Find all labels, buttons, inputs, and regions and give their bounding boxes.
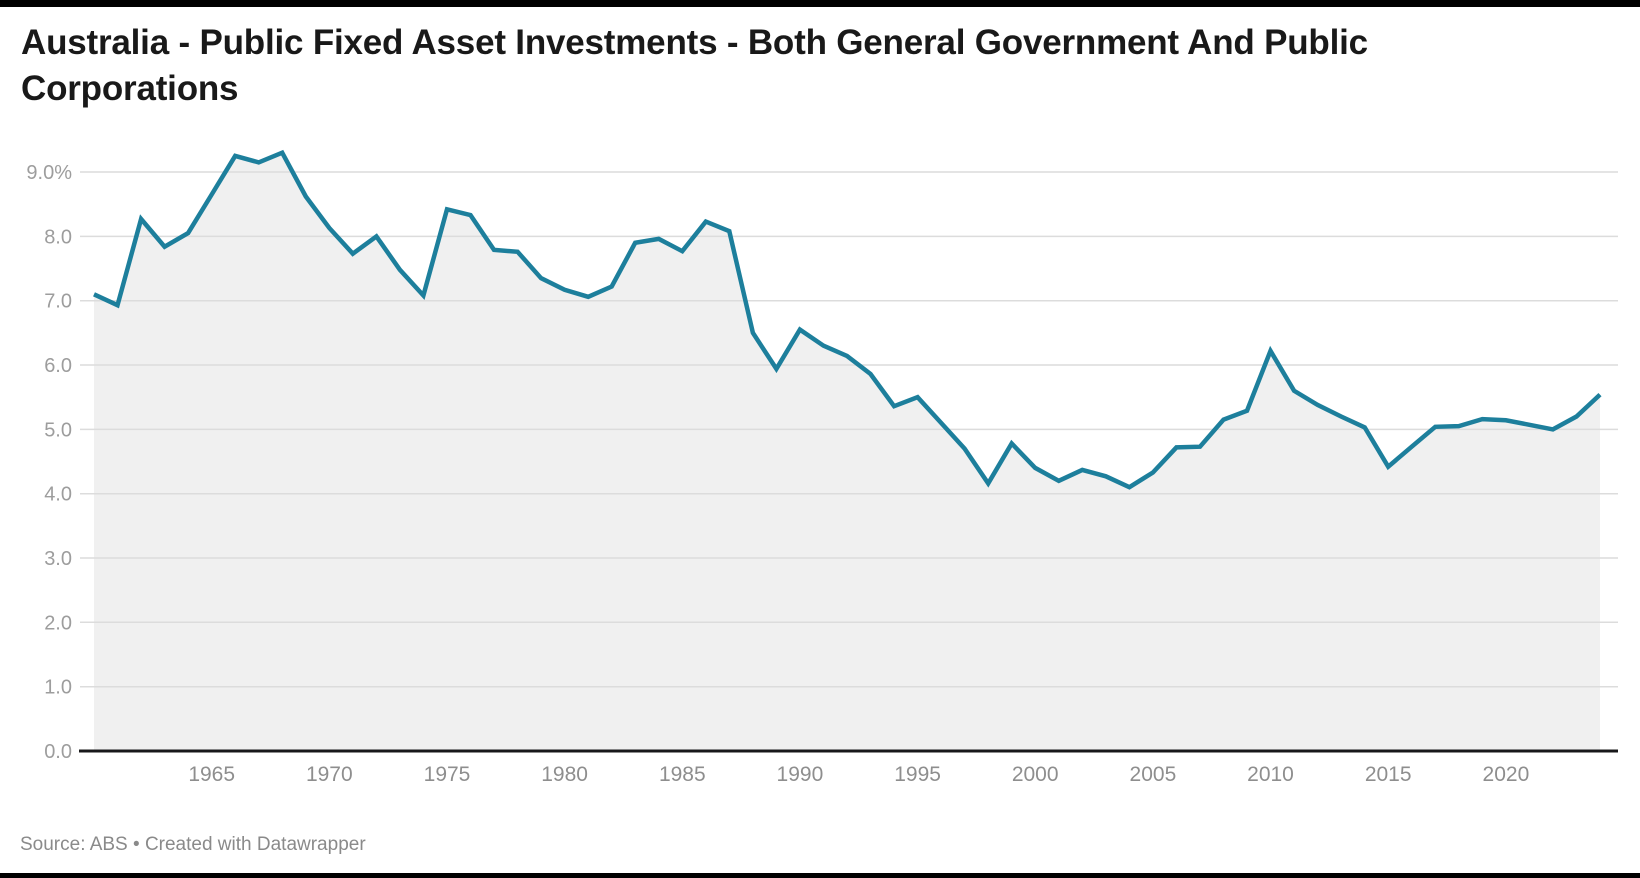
x-tick-label: 2020 [1483,763,1530,786]
x-tick-label: 2015 [1365,763,1412,786]
top-edge-bar [0,0,1640,7]
y-tick-label: 0.0 [44,741,72,763]
x-tick-label: 1985 [659,763,706,786]
area-fill [94,152,1600,751]
y-tick-label: 2.0 [44,612,72,634]
y-tick-label: 9.0% [26,162,72,184]
y-tick-label: 3.0 [44,548,72,570]
data-line [93,149,1602,490]
x-tick-label: 1980 [541,763,588,786]
x-tick-label: 2010 [1247,763,1294,786]
y-tick-label: 1.0 [44,677,72,699]
x-tick-label: 2005 [1130,763,1177,786]
y-tick-label: 8.0 [44,226,72,248]
x-tick-label: 1990 [777,763,824,786]
x-tick-label: 1975 [424,763,471,786]
y-tick-label: 7.0 [44,291,72,313]
x-tick-label: 2000 [1012,763,1059,786]
x-tick-label: 1965 [188,763,235,786]
x-tick-label: 1970 [306,763,353,786]
chart-title: Australia - Public Fixed Asset Investmen… [21,23,1368,108]
y-tick-label: 4.0 [44,484,72,506]
x-tick-label: 1995 [894,763,941,786]
y-tick-label: 5.0 [44,419,72,441]
y-tick-label: 6.0 [44,355,72,377]
source-attribution: Source: ABS • Created with Datawrapper [20,834,366,855]
bottom-edge-bar [0,873,1640,878]
